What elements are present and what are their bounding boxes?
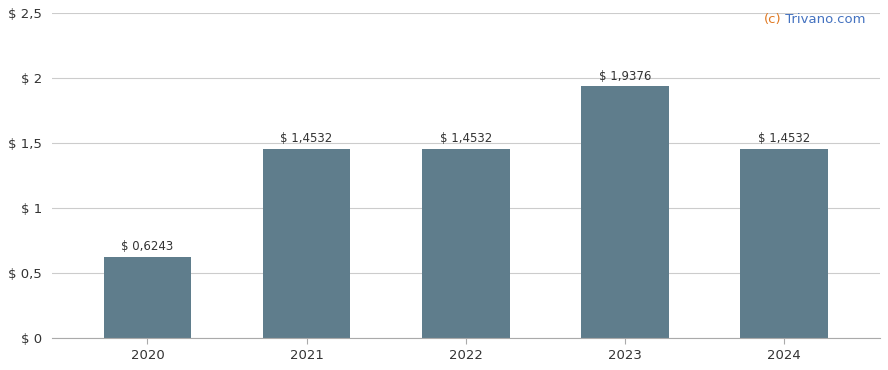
Bar [741,149,828,338]
Text: $ 1,4532: $ 1,4532 [758,132,810,145]
Text: $ 1,4532: $ 1,4532 [440,132,492,145]
Text: (c): (c) [764,13,781,26]
Bar [104,257,191,338]
Bar [422,149,510,338]
Bar [582,87,669,338]
Text: Trivano.com: Trivano.com [781,13,866,26]
Text: $ 1,4532: $ 1,4532 [281,132,333,145]
Bar [263,149,351,338]
Text: $ 1,9376: $ 1,9376 [599,70,651,83]
Text: $ 0,6243: $ 0,6243 [122,240,173,253]
